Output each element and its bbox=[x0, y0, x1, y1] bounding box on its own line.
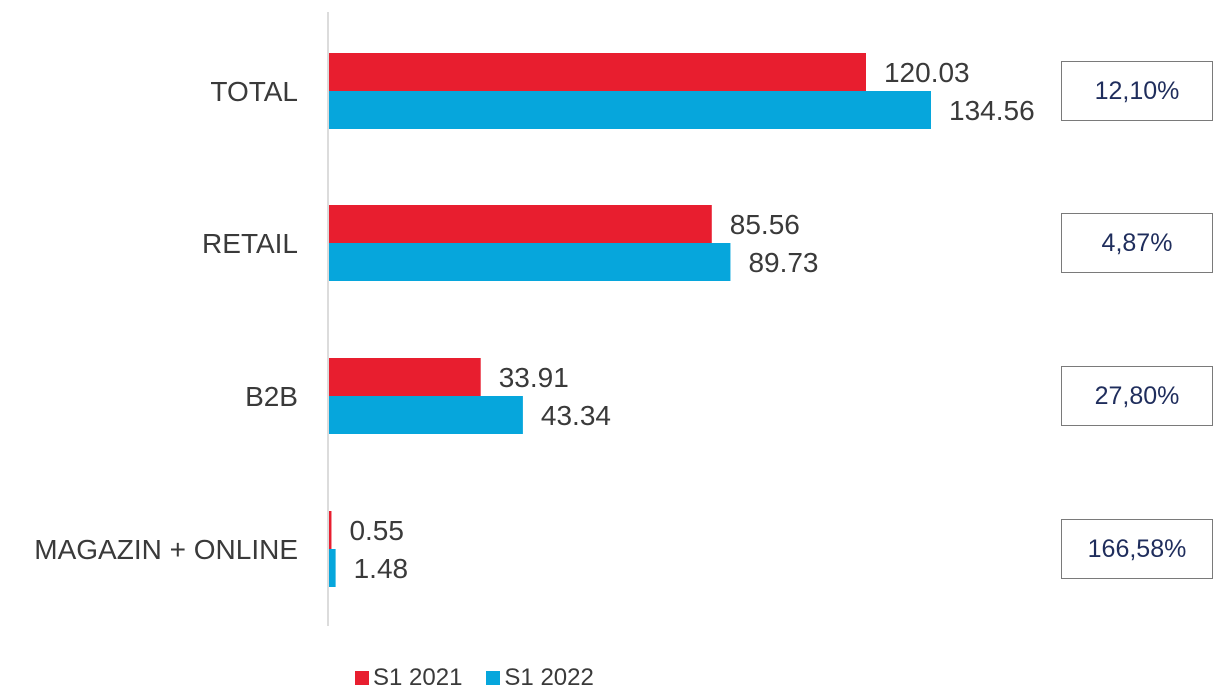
value-labels: 120.03 134.56 85.56 89.73 33.91 43.34 0.55 1.48 bbox=[349, 57, 1034, 584]
bars-group bbox=[329, 53, 931, 587]
category-label-total: TOTAL bbox=[210, 76, 298, 107]
legend-swatch-s1-2022 bbox=[486, 671, 501, 685]
legend-item-s1-2022: S1 2022 bbox=[486, 664, 594, 692]
growth-box-magazin-online: 166,58% bbox=[1061, 519, 1213, 579]
value-label-retail-s1-2021: 85.56 bbox=[730, 209, 800, 240]
value-label-b2b-s1-2022: 43.34 bbox=[541, 400, 611, 431]
legend-item-s1-2021: S1 2021 bbox=[355, 664, 462, 692]
value-label-total-s1-2022: 134.56 bbox=[949, 95, 1035, 126]
bar-retail-s1-2021 bbox=[329, 205, 712, 243]
category-labels: TOTAL RETAIL B2B MAGAZIN + ONLINE bbox=[34, 76, 298, 565]
growth-box-total: 12,10% bbox=[1061, 61, 1213, 121]
growth-box-b2b: 27,80% bbox=[1061, 366, 1213, 426]
growth-box-retail: 4,87% bbox=[1061, 213, 1213, 273]
bar-b2b-s1-2021 bbox=[329, 358, 481, 396]
legend-label-s1-2022: S1 2022 bbox=[504, 664, 594, 691]
value-label-magazin-online-s1-2022: 1.48 bbox=[354, 553, 409, 584]
bar-magazin-online-s1-2021 bbox=[329, 511, 332, 549]
value-label-b2b-s1-2021: 33.91 bbox=[499, 362, 569, 393]
bar-retail-s1-2022 bbox=[329, 243, 731, 281]
bar-magazin-online-s1-2022 bbox=[329, 549, 336, 587]
value-label-total-s1-2021: 120.03 bbox=[884, 57, 970, 88]
category-label-magazin-online: MAGAZIN + ONLINE bbox=[34, 534, 298, 565]
bar-total-s1-2021 bbox=[329, 53, 866, 91]
value-label-magazin-online-s1-2021: 0.55 bbox=[349, 515, 404, 546]
value-label-retail-s1-2022: 89.73 bbox=[748, 247, 818, 278]
legend-swatch-s1-2021 bbox=[355, 671, 369, 685]
bar-total-s1-2022 bbox=[329, 91, 931, 129]
bar-b2b-s1-2022 bbox=[329, 396, 523, 434]
category-label-retail: RETAIL bbox=[202, 228, 298, 259]
legend: S1 2021 S1 2022 bbox=[355, 664, 618, 692]
legend-label-s1-2021: S1 2021 bbox=[373, 664, 463, 691]
category-label-b2b: B2B bbox=[245, 381, 298, 412]
